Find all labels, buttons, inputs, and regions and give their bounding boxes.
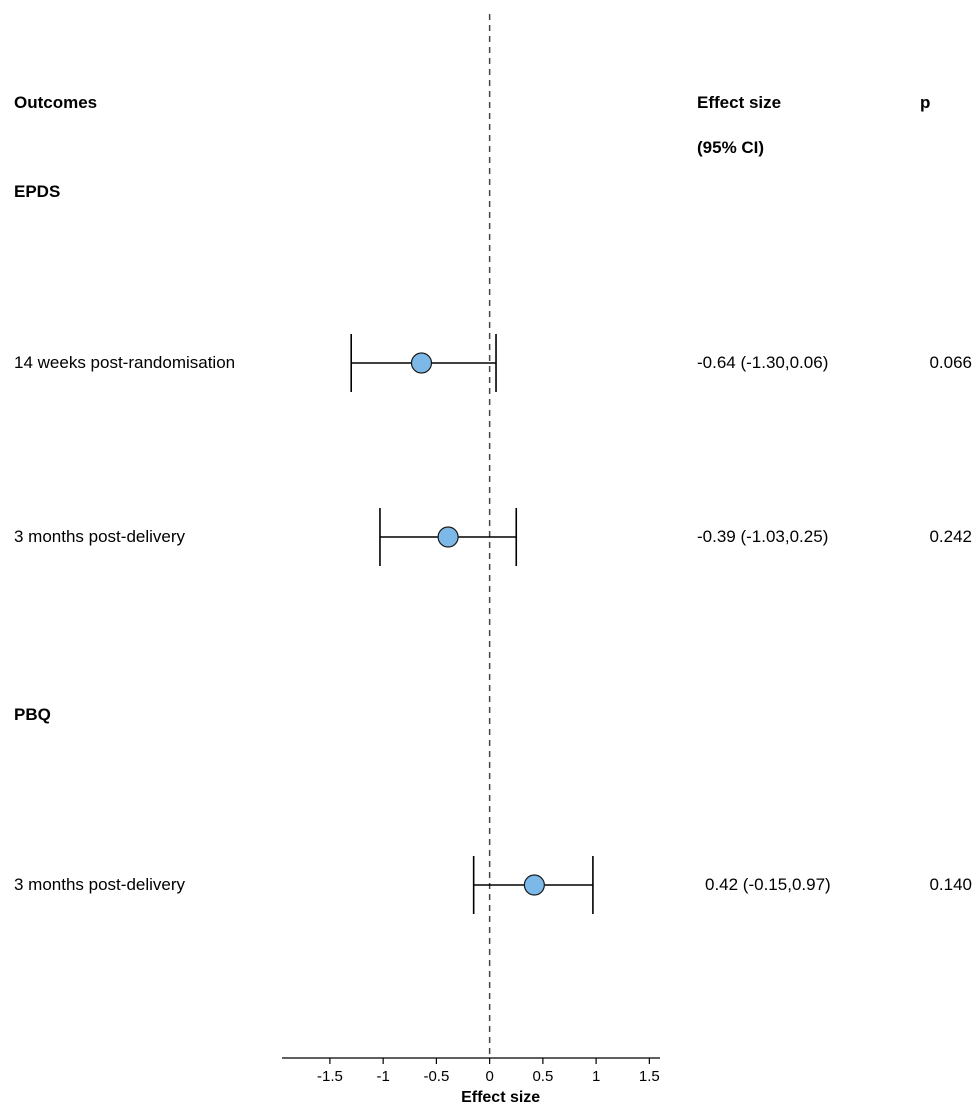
- x-tick-label: 0.5: [532, 1068, 553, 1085]
- x-tick-label: 0: [485, 1068, 493, 1085]
- x-tick-label: -1.5: [317, 1068, 343, 1085]
- x-tick-label: -0.5: [423, 1068, 449, 1085]
- outcome-label: 3 months post-delivery: [14, 527, 186, 546]
- effect-size-ci-header: (95% CI): [697, 138, 765, 157]
- effect-size-ci-value: -0.64 (-1.30,0.06): [697, 353, 829, 372]
- p-value-header: p: [920, 93, 931, 112]
- effect-size-ci-value: 0.42 (-0.15,0.97): [705, 875, 831, 894]
- p-value: 0.140: [929, 875, 972, 894]
- estimate-point: [523, 874, 545, 896]
- x-tick-label: 1: [592, 1068, 600, 1085]
- effect-size-ci-value: -0.39 (-1.03,0.25): [697, 527, 829, 546]
- x-tick-label: -1: [376, 1068, 389, 1085]
- group-label-epds: EPDS: [14, 182, 61, 201]
- x-tick-label: 1.5: [639, 1068, 660, 1085]
- group-label-pbq: PBQ: [14, 705, 51, 724]
- estimate-point: [410, 352, 433, 374]
- outcomes-header: Outcomes: [14, 93, 98, 112]
- p-value: 0.242: [929, 527, 972, 546]
- x-axis-title: Effect size: [461, 1089, 540, 1106]
- outcome-label: 14 weeks post-randomisation: [14, 353, 236, 372]
- outcome-label: 3 months post-delivery: [14, 875, 186, 894]
- effect-size-header: Effect size: [697, 93, 782, 112]
- estimate-point: [437, 526, 459, 548]
- p-value: 0.066: [929, 353, 972, 372]
